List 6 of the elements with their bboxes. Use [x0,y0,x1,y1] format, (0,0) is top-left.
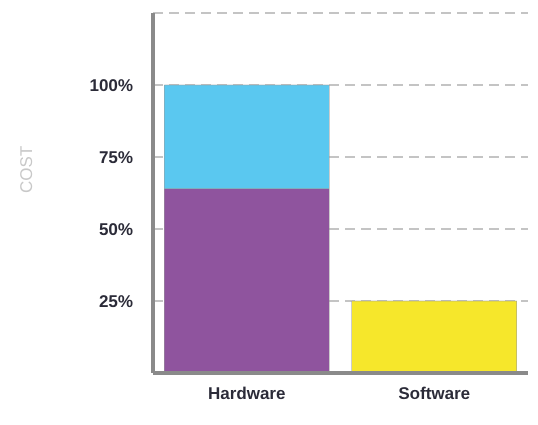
y-tick-label: 75% [98,148,133,168]
y-tick-label: 25% [98,292,133,312]
x-tick-label: Software [398,384,470,404]
x-tick-label: Hardware [208,384,286,404]
y-tick-label: 50% [98,220,133,240]
y-tick-label: 100% [90,76,133,96]
